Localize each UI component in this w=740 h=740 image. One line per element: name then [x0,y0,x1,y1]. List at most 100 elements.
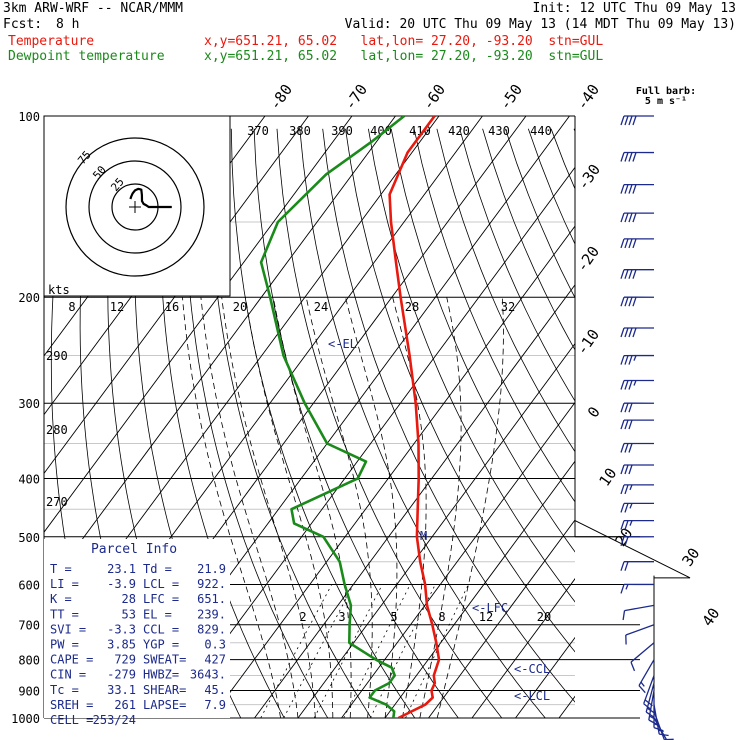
wind-barb-flag [620,184,625,194]
wind-barb-flag [624,269,629,279]
wind-barbs: Full barb:5 m s⁻¹ [620,86,696,740]
theta-label: 390 [331,124,353,138]
parcel-row-value: 427 [204,653,226,667]
dry-adiabat [459,128,575,402]
parcel-row-value: -279 [107,668,136,682]
mixing-ratio-line [370,584,436,718]
dewpoint-legend: Dewpoint temperature [8,49,165,64]
parcel-row-label: SHEAR= [143,683,186,697]
dry-adiabat [184,128,329,718]
isotherm-label: 10 [595,465,620,490]
wind-barb-flag [624,484,629,495]
isotherm [167,166,575,718]
dewpoint-profile-line [259,116,406,718]
wind-barb-flag [620,484,625,495]
wind-barb [620,327,655,338]
wind-barb [620,183,655,194]
theta-label: 440 [530,124,552,138]
dry-adiabat [299,128,546,718]
wind-barb-flag [620,296,625,307]
wind-barb-flag [620,536,625,547]
wind-barb [620,269,655,279]
wind-barb-flag [632,327,637,338]
temperature-legend: Temperature [8,34,95,49]
wind-barb-flag [624,327,629,338]
wind-barb [620,151,655,162]
wind-barb [620,442,655,453]
parcel-row-label: K = [50,592,72,606]
mixing-ratio-bottom-label: 20 [537,610,551,624]
pressure-tick-label: 500 [18,531,40,545]
mixing-ratio-top-label: 24 [314,300,328,314]
wind-barb-flag [628,464,633,475]
isotherm-label: -10 [573,326,603,359]
mixing-ratio-top-label: 12 [110,300,124,314]
parcel-row-label: CELL = [50,713,93,727]
wind-barb-flag [632,238,637,249]
wind-barb [620,583,655,594]
dry-adiabat [413,128,575,503]
wind-barb-flag [620,115,625,126]
wind-barb-flag [620,503,625,513]
wind-barb-flag [648,719,658,726]
mixing-ratio-bottom-label: 8 [438,610,445,624]
wind-barb-flag [628,355,633,365]
parcel-row-value: 829. [197,622,226,636]
wind-barb-flag [653,726,664,732]
parcel-row-value: -3.3 [107,622,136,636]
parcel-row-label: CCL = [143,622,179,636]
dry-adiabat [436,128,575,453]
parcel-row-value: 3643. [190,668,226,682]
wind-barb [620,212,655,223]
parcel-row-label: Td = [143,562,172,576]
wind-barb-staff [624,604,655,612]
wind-barb-half-flag [640,681,645,687]
isotherm-label: -20 [573,243,603,276]
wind-barb-flag [649,715,659,722]
level-marker: <-EL [328,337,357,351]
parcel-row-value: 0.3 [204,638,226,652]
parcel-row-label: LI = [50,577,79,591]
pressure-tick-label: 700 [18,619,40,633]
wind-barb-flag [620,584,625,594]
wind-barb-flag [628,419,633,430]
mixing-ratio-line [405,584,469,718]
wind-barb-flag [624,443,629,453]
level-marker: <-CCL [514,662,550,676]
theta-label: 400 [370,124,392,138]
wind-barb-flag [620,355,625,365]
wind-barb-flag [620,464,625,475]
parcel-row-value: 922. [197,577,226,591]
wind-barb-flag [632,184,637,194]
isotherm [44,116,353,533]
wind-barb [620,502,655,513]
parcel-row-label: LCL = [143,577,179,591]
temperature-profile-line [388,116,441,718]
isotherm [384,460,575,718]
parcel-info-box: Parcel Info T = 23.1 Td = 21.9 LI = -3.9 LCL = 9… [44,539,230,727]
model-title: 3km ARW-WRF -- NCAR/MMM [3,1,184,16]
wind-barb-flag [620,443,625,453]
wind-barb-half-flag [629,520,633,526]
parcel-row-value: 23.1 [107,562,136,576]
hodograph-trace [129,187,172,209]
mixing-ratio-top-label: 28 [405,300,419,314]
wind-barb-flag [628,212,633,223]
parcel-row-label: SREH = [50,698,93,712]
parcel-info-background [44,539,230,718]
wind-barb-flag [644,699,653,707]
parcel-row-label: LFC = [143,592,179,606]
level-marker: <-LCL [514,689,550,703]
wind-barb [638,659,655,694]
wind-barb-flag [624,355,629,365]
parcel-row-label: CAPE = [50,653,93,667]
parcel-row-label: SWEAT= [143,653,186,667]
parcel-row-label: EL = [143,607,172,621]
wind-barb-flag [624,238,629,249]
wind-barb-flag [624,152,629,162]
theta-e-label: 280 [46,423,68,437]
isotherm [471,578,575,718]
moist-adiabat-group [182,297,504,718]
